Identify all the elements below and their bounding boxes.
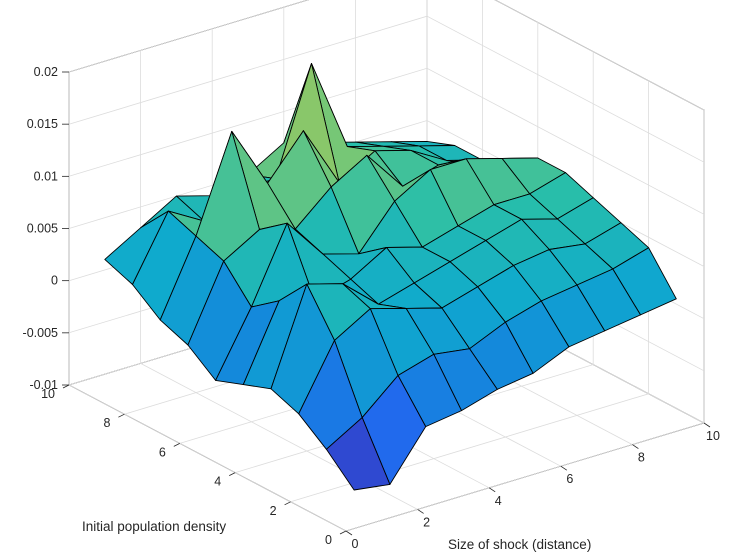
x-tick-mark: [632, 444, 639, 449]
y-tick-label: 10: [41, 387, 55, 401]
z-tick-label: 0.02: [34, 65, 58, 79]
grid-line-z: [68, 0, 705, 111]
axes-ticks: 02468100246810-0.01-0.00500.0050.010.015…: [23, 65, 720, 551]
x-tick-label: 8: [638, 451, 645, 465]
x-tick-label: 4: [495, 494, 502, 508]
y-tick-label: 0: [325, 533, 332, 547]
y-tick-mark: [173, 443, 180, 447]
z-tick-label: 0: [51, 274, 58, 288]
x-tick-mark: [345, 530, 353, 536]
x-tick-label: 2: [423, 515, 430, 529]
y-tick-label: 6: [159, 445, 166, 459]
z-tick-label: -0.005: [23, 326, 58, 340]
x-tick-mark: [488, 487, 496, 493]
x-tick-label: 6: [566, 472, 573, 486]
y-tick-label: 4: [214, 475, 221, 489]
y-tick-mark: [339, 530, 347, 535]
y-tick-mark: [118, 413, 125, 418]
x-tick-label: 10: [706, 429, 720, 443]
x-tick-mark: [417, 509, 424, 514]
y-tick-label: 2: [270, 504, 277, 518]
y-axis-label: Initial population density: [82, 519, 226, 534]
y-tick-mark: [229, 472, 236, 476]
grid-line-z: [68, 67, 705, 215]
y-tick-mark: [284, 501, 291, 506]
surface-mesh: [104, 63, 677, 491]
x-tick-label: 0: [352, 537, 359, 551]
x-tick-mark: [560, 465, 568, 471]
z-tick-label: -0.01: [30, 378, 59, 392]
y-tick-label: 8: [103, 416, 110, 430]
surface-cell: [325, 417, 391, 491]
z-tick-label: 0.015: [27, 117, 58, 131]
z-tick-label: 0.01: [34, 169, 58, 183]
x-tick-mark: [703, 422, 711, 428]
x-axis-label: Size of shock (distance): [448, 537, 591, 552]
grid-line-z: [68, 15, 705, 163]
y-tick-mark: [62, 384, 70, 389]
z-tick-label: 0.005: [27, 222, 58, 236]
